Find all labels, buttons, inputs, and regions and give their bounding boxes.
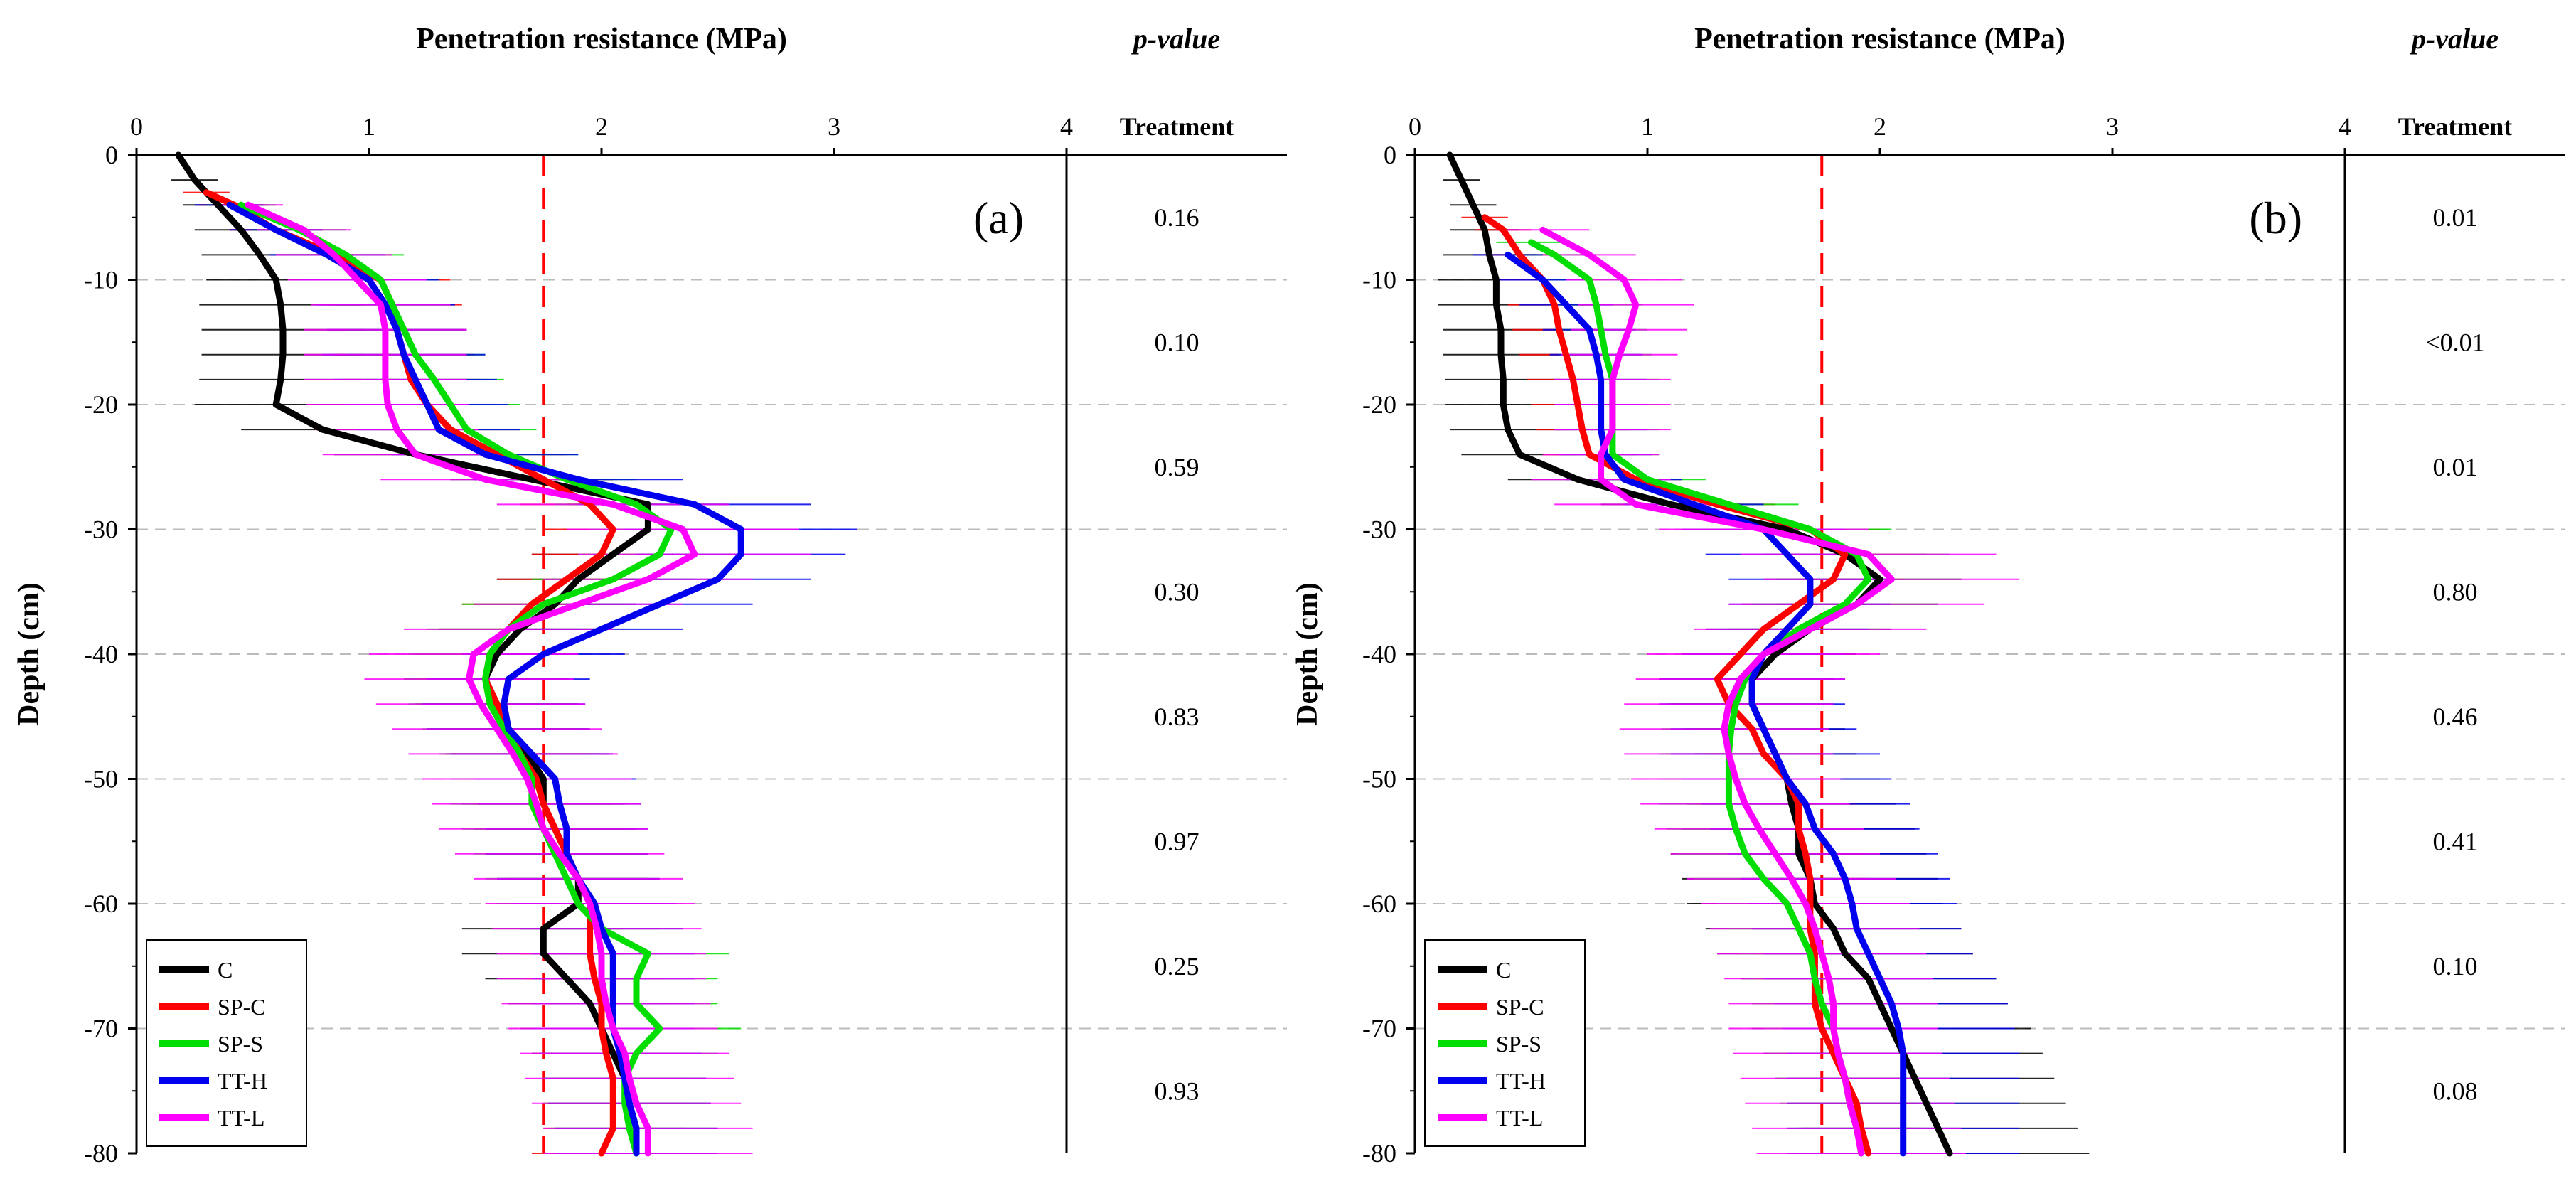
chart-title: Penetration resistance (MPa) <box>1694 23 2065 55</box>
series-line-sp-s <box>237 201 675 1157</box>
pvalue-entry: 0.10 <box>1155 328 1199 356</box>
legend-label: TT-H <box>218 1068 267 1094</box>
y-tick-label: -30 <box>1362 515 1396 544</box>
y-axis-label: Depth (cm) <box>13 582 46 726</box>
pvalue-subheader: Treatment <box>1120 112 1234 141</box>
legend-label: TT-H <box>1496 1068 1546 1094</box>
y-tick-label: -40 <box>1362 640 1396 668</box>
legend: C SP-C SP-S TT-H TT-L <box>146 939 307 1147</box>
pvalue-entry: 0.25 <box>1155 952 1199 980</box>
legend-label: SP-S <box>1496 1031 1541 1057</box>
y-tick-label: 0 <box>1384 141 1396 169</box>
y-tick-label: -80 <box>1362 1139 1396 1167</box>
series-line-c <box>175 151 651 1157</box>
pvalue-entry: 0.10 <box>2433 952 2478 980</box>
series-line-tt-h <box>1505 251 1907 1157</box>
x-tick-label: 2 <box>595 112 608 141</box>
series-line-tt-l <box>1539 226 1895 1157</box>
legend-label: C <box>1496 957 1511 983</box>
series-line-c <box>1446 151 1953 1157</box>
x-tick-label: 1 <box>363 112 375 141</box>
pvalue-entry: <0.01 <box>2425 328 2484 356</box>
series-line-sp-c <box>1481 214 1872 1157</box>
x-tick-label: 0 <box>1409 112 1421 141</box>
x-tick-label: 4 <box>1060 112 1073 141</box>
y-tick-label: -50 <box>1362 765 1396 793</box>
x-tick-label: 3 <box>2106 112 2119 141</box>
pvalue-subheader: Treatment <box>2398 112 2513 141</box>
panel-label: (a) <box>973 193 1024 243</box>
y-tick-label: 0 <box>105 141 118 169</box>
panel-a: 0 1 2 3 4 0 -10 -20 -30 -40 -50 -60 -70 -80 Penetratio… <box>13 23 1287 1167</box>
pvalue-entry: 0.01 <box>2433 203 2478 232</box>
pvalue-header-text: p-value <box>2410 23 2498 55</box>
y-tick-label: -30 <box>84 515 118 544</box>
chart-title: Penetration resistance (MPa) <box>416 23 787 55</box>
y-tick-label: -70 <box>1362 1015 1396 1043</box>
y-tick-label: -10 <box>1362 266 1396 294</box>
y-tick-label: -10 <box>84 266 118 294</box>
legend-label: SP-C <box>218 994 266 1020</box>
pvalue-entry: 0.01 <box>2433 453 2478 481</box>
pvalue-header-text: p-value <box>1131 23 1220 55</box>
x-tick-label: 2 <box>1874 112 1886 141</box>
pvalue-header: p-value <box>1131 23 1220 55</box>
pvalue-entry: 0.59 <box>1155 453 1199 481</box>
pvalue-entry: 0.93 <box>1155 1076 1199 1105</box>
y-axis-label: Depth (cm) <box>1291 582 1324 726</box>
pvalue-entry: 0.08 <box>2433 1076 2478 1105</box>
legend-label: TT-L <box>218 1105 264 1131</box>
y-tick-label: -20 <box>84 390 118 419</box>
x-tick-label: 4 <box>2339 112 2351 141</box>
y-tick-label: -80 <box>84 1139 118 1167</box>
pvalue-header: p-value <box>2410 23 2498 55</box>
pvalue-entry: 0.80 <box>2433 577 2478 606</box>
x-tick-label: 1 <box>1641 112 1654 141</box>
legend-label: SP-C <box>1496 994 1544 1020</box>
legend-label: C <box>218 957 233 983</box>
y-tick-label: -20 <box>1362 390 1396 419</box>
x-tick-label: 0 <box>130 112 143 141</box>
panel-b: 0 1 2 3 4 0 -10 -20 -30 -40 -50 -60 -70 -80 Penetratio… <box>1291 23 2565 1167</box>
pvalue-entry: 0.83 <box>1155 702 1199 731</box>
x-tick-label: 3 <box>828 112 840 141</box>
y-tick-label: -70 <box>84 1015 118 1043</box>
series-line-tt-h <box>226 201 744 1157</box>
y-tick-label: -60 <box>1362 889 1396 918</box>
legend-label: TT-L <box>1496 1105 1543 1131</box>
pvalue-entry: 0.46 <box>2433 702 2478 731</box>
pvalue-entry: 0.16 <box>1155 203 1199 232</box>
y-tick-label: -40 <box>84 640 118 668</box>
y-tick-label: -50 <box>84 765 118 793</box>
legend: C SP-C SP-S TT-H TT-L <box>1424 939 1586 1147</box>
legend-label: SP-S <box>218 1031 263 1057</box>
y-tick-label: -60 <box>84 889 118 918</box>
pvalue-entry: 0.30 <box>1155 577 1199 606</box>
pvalue-entry: 0.97 <box>1155 827 1199 855</box>
series-line-tt-l <box>245 201 698 1157</box>
panel-label: (b) <box>2249 193 2302 243</box>
pvalue-entry: 0.41 <box>2433 827 2478 855</box>
